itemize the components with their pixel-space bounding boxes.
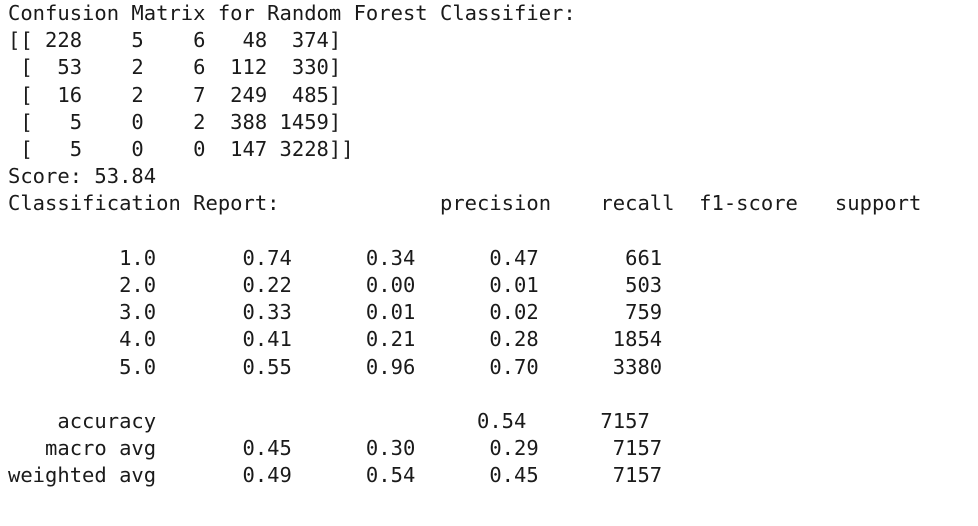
confusion-matrix-row: [[ 228 5 6 48 374]: [8, 28, 342, 53]
console-output: Confusion Matrix for Random Forest Class…: [8, 0, 976, 526]
report-row: 2.0 0.22 0.00 0.01 503: [8, 273, 663, 298]
report-row: 4.0 0.41 0.21 0.28 1854: [8, 327, 663, 352]
report-row: 3.0 0.33 0.01 0.02 759: [8, 300, 663, 325]
confusion-matrix-title: Confusion Matrix for Random Forest Class…: [8, 1, 576, 25]
summary-row-accuracy: accuracy 0.54 7157: [8, 409, 650, 434]
blank-line: [8, 218, 976, 245]
report-row: 1.0 0.74 0.34 0.47 661: [8, 245, 663, 270]
summary-row-macro-avg: macro avg 0.45 0.30 0.29 7157: [8, 436, 663, 461]
classification-report-header: Classification Report: precision recall …: [8, 191, 922, 216]
report-row: 5.0 0.55 0.96 0.70 3380: [8, 354, 663, 379]
confusion-matrix-row: [ 5 0 0 147 3228]]: [8, 137, 354, 162]
score-line: Score: 53.84: [8, 164, 157, 189]
confusion-matrix-row: [ 16 2 7 249 485]: [8, 82, 342, 107]
blank-line: [8, 381, 976, 408]
confusion-matrix-row: [ 53 2 6 112 330]: [8, 55, 342, 80]
confusion-matrix-row: [ 5 0 2 388 1459]: [8, 109, 342, 134]
summary-row-weighted-avg: weighted avg 0.49 0.54 0.45 7157: [8, 463, 663, 488]
